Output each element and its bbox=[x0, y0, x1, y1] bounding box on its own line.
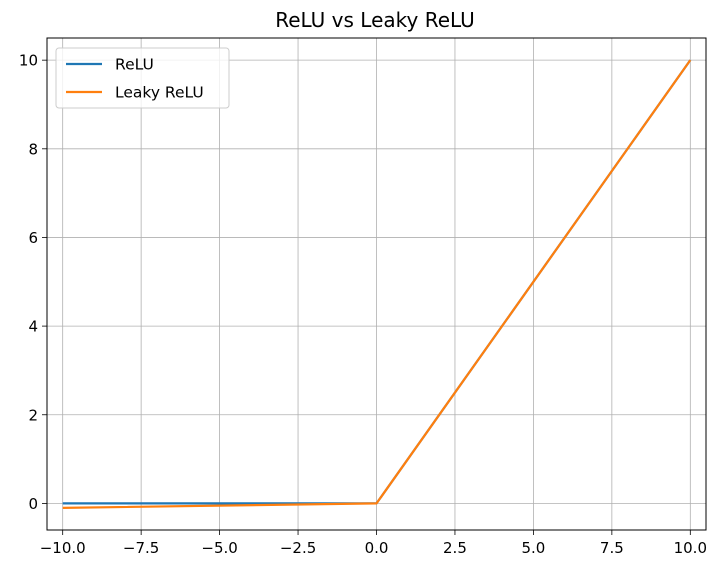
legend-label-leaky-relu: Leaky ReLU bbox=[115, 84, 204, 102]
x-tick-label: 7.5 bbox=[600, 539, 624, 557]
x-tick-label: −10.0 bbox=[40, 539, 86, 557]
series-line-leaky-relu bbox=[62, 59, 692, 509]
x-tick-label: 5.0 bbox=[521, 539, 545, 557]
y-tick-label: 10 bbox=[19, 52, 38, 70]
chart-title: ReLU vs Leaky ReLU bbox=[275, 8, 475, 32]
grid bbox=[47, 38, 706, 530]
axis-ticks: −10.0 −7.5 −5.0 −2.5 0.0 2.5 5.0 7.5 10.0 0 2 4 6 8 10 bbox=[19, 52, 707, 557]
legend-label-relu: ReLU bbox=[115, 56, 154, 74]
x-tick-label: 2.5 bbox=[443, 539, 467, 557]
y-tick-label: 0 bbox=[28, 495, 38, 513]
y-tick-label: 6 bbox=[28, 229, 38, 247]
legend: ReLU Leaky ReLU bbox=[55, 47, 230, 109]
x-tick-label: 0.0 bbox=[365, 539, 389, 557]
y-tick-label: 4 bbox=[28, 318, 38, 336]
y-tick-label: 2 bbox=[28, 406, 38, 424]
x-tick-label: −5.0 bbox=[201, 539, 237, 557]
y-tick-label: 8 bbox=[28, 140, 38, 158]
x-tick-label: −7.5 bbox=[123, 539, 159, 557]
x-tick-label: −2.5 bbox=[280, 539, 316, 557]
series-lines bbox=[62, 59, 692, 509]
x-tick-label: 10.0 bbox=[674, 539, 707, 557]
